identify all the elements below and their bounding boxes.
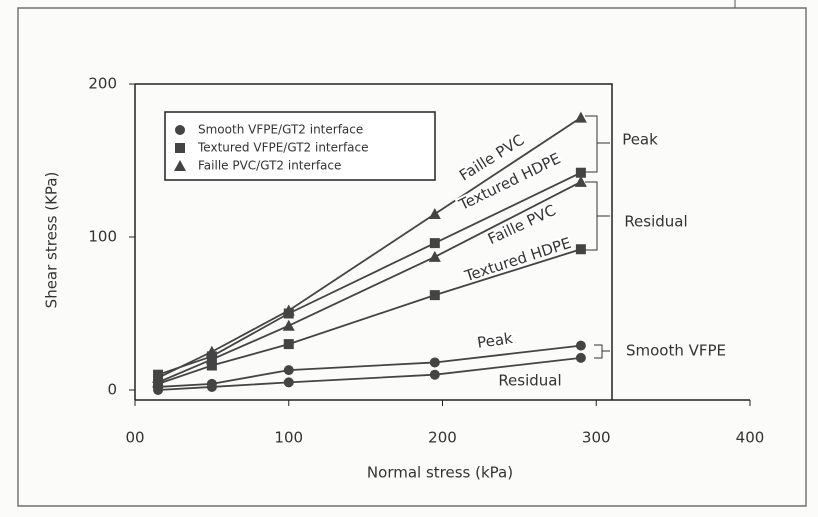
y-axis-title: Shear stress (KPa) <box>43 172 61 309</box>
legend <box>164 111 436 181</box>
legend-marker <box>174 160 186 171</box>
bracket <box>585 115 610 173</box>
marker <box>575 167 586 178</box>
annotation: Residual <box>624 213 687 231</box>
marker <box>429 290 440 301</box>
marker <box>575 340 586 351</box>
marker <box>206 381 217 392</box>
marker <box>283 339 294 350</box>
marker <box>574 175 587 187</box>
marker <box>575 244 586 255</box>
marker <box>205 345 218 357</box>
marker <box>575 352 586 363</box>
marker <box>574 111 587 123</box>
x-tick-label: 300 <box>582 429 611 447</box>
legend-marker <box>175 125 185 135</box>
marker <box>283 377 294 388</box>
marker <box>428 208 441 220</box>
y-tick-label: 100 <box>88 228 117 246</box>
marker <box>429 357 440 368</box>
marker <box>428 250 441 262</box>
marker <box>206 360 217 371</box>
x-tick-label: 00 <box>125 429 144 447</box>
marker <box>282 319 295 331</box>
bracket <box>585 181 610 251</box>
annotation: Peak <box>622 131 658 149</box>
annotation: Smooth VFPE <box>626 342 726 360</box>
marker <box>282 304 295 316</box>
legend-label: Textured VFPE/GT2 interface <box>197 141 369 155</box>
bracket <box>594 344 610 359</box>
y-tick-label: 0 <box>107 381 117 399</box>
legend-marker <box>175 143 185 153</box>
plot-frame <box>135 83 613 400</box>
marker <box>429 369 440 380</box>
marker <box>429 238 440 249</box>
x-tick-label: 100 <box>274 429 303 447</box>
marker <box>152 376 165 388</box>
legend-label: Smooth VFPE/GT2 interface <box>198 123 363 137</box>
marker <box>283 365 294 376</box>
x-axis-title: Normal stress (kPa) <box>367 464 513 482</box>
page-frame <box>17 7 807 507</box>
x-tick-label: 200 <box>428 429 457 447</box>
marker <box>205 353 218 365</box>
x-tick-label: 400 <box>736 429 765 447</box>
y-tick-label: 200 <box>88 75 117 93</box>
annotation: Residual <box>498 372 561 390</box>
legend-label: Faille PVC/GT2 interface <box>198 159 341 173</box>
